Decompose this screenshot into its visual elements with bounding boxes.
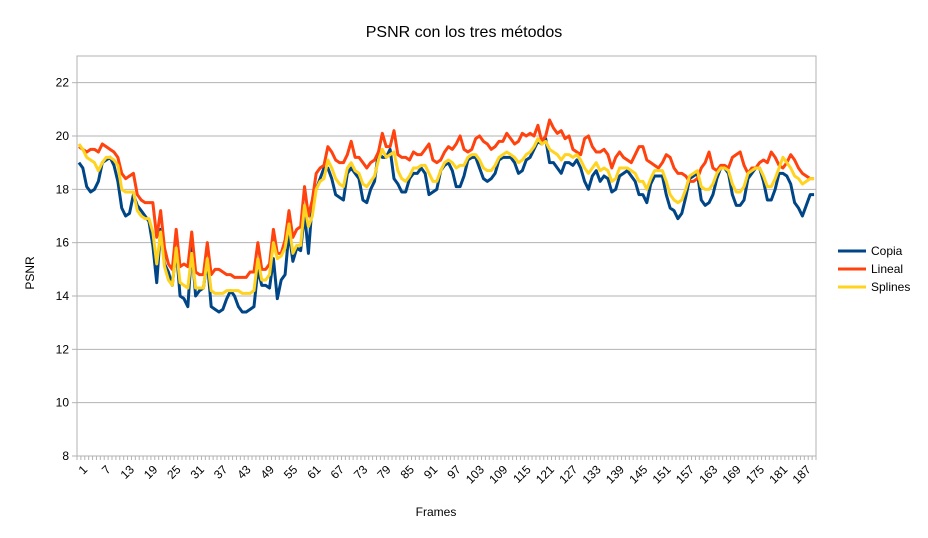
x-tick-label: 25 xyxy=(164,462,184,482)
x-tick-label: 127 xyxy=(556,462,580,486)
x-tick-label: 43 xyxy=(234,462,254,482)
y-tick-label: 14 xyxy=(56,289,70,303)
x-tick-label: 13 xyxy=(118,462,138,482)
series-line-splines xyxy=(77,137,815,295)
x-tick-label: 31 xyxy=(188,462,208,482)
y-tick-label: 12 xyxy=(56,342,70,356)
x-tick-label: 55 xyxy=(281,462,301,482)
x-tick-label: 175 xyxy=(743,462,767,486)
x-tick-label: 97 xyxy=(444,462,464,482)
x-tick-label: 133 xyxy=(580,462,604,486)
y-axis-label: PSNR xyxy=(23,256,37,290)
y-tick-label: 18 xyxy=(56,182,70,196)
y-tick-label: 20 xyxy=(56,129,70,143)
x-tick-label: 169 xyxy=(720,462,744,486)
x-axis-label: Frames xyxy=(416,505,457,519)
x-tick-label: 1 xyxy=(76,462,91,477)
x-tick-label: 91 xyxy=(421,462,441,482)
x-tick-label: 109 xyxy=(486,462,510,486)
x-tick-label: 151 xyxy=(650,462,674,486)
x-tick-label: 37 xyxy=(211,462,231,482)
x-tick-label: 49 xyxy=(258,462,278,482)
x-tick-label: 163 xyxy=(696,462,720,486)
series-lines xyxy=(77,118,815,314)
legend-label-lineal: Lineal xyxy=(871,262,903,276)
x-tick-label: 139 xyxy=(603,462,627,486)
x-tick-label: 67 xyxy=(328,462,348,482)
x-tick-label: 187 xyxy=(790,462,814,486)
legend-label-copia: Copia xyxy=(871,244,903,258)
y-tick-label: 22 xyxy=(56,76,70,90)
x-tick-label: 61 xyxy=(304,462,324,482)
gridlines xyxy=(77,82,816,457)
x-tick-label: 103 xyxy=(463,462,487,486)
y-tick-label: 16 xyxy=(56,236,70,250)
chart-title: PSNR con los tres métodos xyxy=(366,24,563,41)
series-line-lineal xyxy=(78,118,815,279)
x-tick-label: 115 xyxy=(510,462,534,486)
y-axis-ticks: 8 10 12 14 16 18 20 22 xyxy=(56,76,77,463)
y-tick-label: 10 xyxy=(56,396,70,410)
x-tick-label: 85 xyxy=(398,462,418,482)
x-tick-label: 73 xyxy=(351,462,371,482)
x-tick-label: 157 xyxy=(673,462,697,486)
x-tick-label: 7 xyxy=(99,462,114,477)
x-axis-ticks: 1 7 13 19 25 31 37 43 49 55 61 67 73 79 85 91 97 103 109 11… xyxy=(76,456,817,487)
legend: Copia Lineal Splines xyxy=(838,244,910,294)
x-tick-label: 121 xyxy=(533,462,557,486)
x-tick-label: 181 xyxy=(766,462,790,486)
y-tick-label: 8 xyxy=(62,449,69,463)
legend-label-splines: Splines xyxy=(871,280,910,294)
x-tick-label: 79 xyxy=(374,462,394,482)
x-tick-label: 19 xyxy=(141,462,161,482)
x-tick-label: 145 xyxy=(626,462,650,486)
